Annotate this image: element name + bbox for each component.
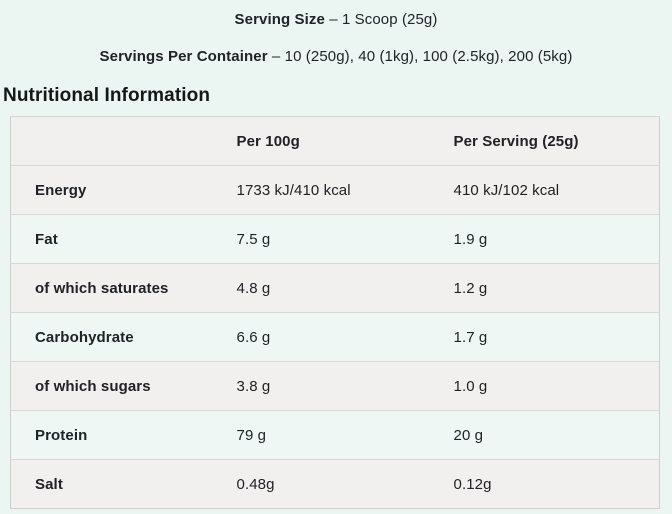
per-serving-value: 1.0 g <box>453 361 660 411</box>
per-100g-value: 4.8 g <box>236 263 454 313</box>
serving-info-block: Serving Size – 1 Scoop (25g) Servings Pe… <box>0 0 672 66</box>
table-row-energy: Energy 1733 kJ/410 kcal 410 kJ/102 kcal <box>10 165 660 215</box>
serving-size-line: Serving Size – 1 Scoop (25g) <box>0 11 672 29</box>
table-row-protein: Protein 79 g 20 g <box>10 410 660 460</box>
per-serving-value: 1.2 g <box>453 263 660 313</box>
table-row-carbohydrate: Carbohydrate 6.6 g 1.7 g <box>10 312 660 362</box>
row-label: Energy <box>10 165 237 215</box>
table-row-saturates: of which saturates 4.8 g 1.2 g <box>10 263 660 313</box>
row-label: Fat <box>10 214 237 264</box>
per-100g-value: 7.5 g <box>236 214 454 264</box>
table-header-row: Per 100g Per Serving (25g) <box>10 116 660 166</box>
per-100g-value: 0.48g <box>236 459 454 509</box>
row-label: of which sugars <box>10 361 237 411</box>
table-row-sugars: of which sugars 3.8 g 1.0 g <box>10 361 660 411</box>
per-serving-value: 1.7 g <box>453 312 660 362</box>
per-100g-value: 1733 kJ/410 kcal <box>236 165 454 215</box>
per-serving-value: 0.12g <box>453 459 660 509</box>
section-title: Nutritional Information <box>3 85 211 106</box>
servings-per-container-dash: – <box>271 48 281 65</box>
per-serving-value: 410 kJ/102 kcal <box>453 165 660 215</box>
per-serving-value: 1.9 g <box>453 214 660 264</box>
serving-size-label: Serving Size <box>234 11 325 28</box>
servings-per-container-value: 10 (250g), 40 (1kg), 100 (2.5kg), 200 (5… <box>284 48 573 65</box>
per-100g-value: 6.6 g <box>236 312 454 362</box>
row-label: Protein <box>10 410 237 460</box>
per-serving-value: 20 g <box>453 410 660 460</box>
nutrition-table: Per 100g Per Serving (25g) Energy 1733 k… <box>10 116 660 509</box>
row-label: of which saturates <box>10 263 237 313</box>
serving-size-dash: – <box>329 11 338 28</box>
header-per-serving: Per Serving (25g) <box>453 116 660 166</box>
header-per-100g: Per 100g <box>236 116 454 166</box>
per-100g-value: 3.8 g <box>236 361 454 411</box>
serving-size-value: 1 Scoop (25g) <box>341 11 438 28</box>
row-label: Carbohydrate <box>10 312 237 362</box>
row-label: Salt <box>10 459 237 509</box>
table-row-fat: Fat 7.5 g 1.9 g <box>10 214 660 264</box>
header-nutrient-column <box>10 116 237 166</box>
table-row-salt: Salt 0.48g 0.12g <box>10 459 660 509</box>
per-100g-value: 79 g <box>236 410 454 460</box>
servings-per-container-label: Servings Per Container <box>99 48 268 65</box>
servings-per-container-line: Servings Per Container – 10 (250g), 40 (… <box>0 48 672 66</box>
